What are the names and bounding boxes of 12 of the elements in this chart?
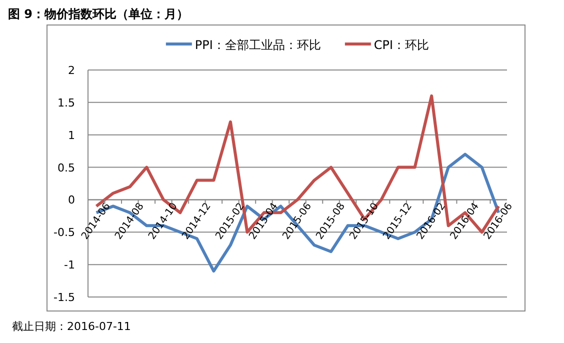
legend-label: PPI：全部工业品：环比 bbox=[194, 38, 321, 52]
y-tick-label: 0 bbox=[68, 194, 75, 207]
chart-title: 图 9：物价指数环比（单位：月） bbox=[8, 7, 189, 21]
y-tick-label: -1 bbox=[64, 258, 75, 272]
text: 截止日期：2016-07-11 bbox=[12, 320, 131, 333]
y-tick-label: 2 bbox=[68, 64, 75, 77]
legend-label: CPI：环比 bbox=[374, 38, 430, 52]
y-tick-label: 1 bbox=[68, 128, 75, 142]
y-tick-label: -0.5 bbox=[54, 226, 75, 240]
y-tick-label: 1.5 bbox=[58, 96, 75, 110]
y-tick-label: -1.5 bbox=[54, 291, 75, 304]
y-tick-label: 0.5 bbox=[58, 161, 75, 174]
